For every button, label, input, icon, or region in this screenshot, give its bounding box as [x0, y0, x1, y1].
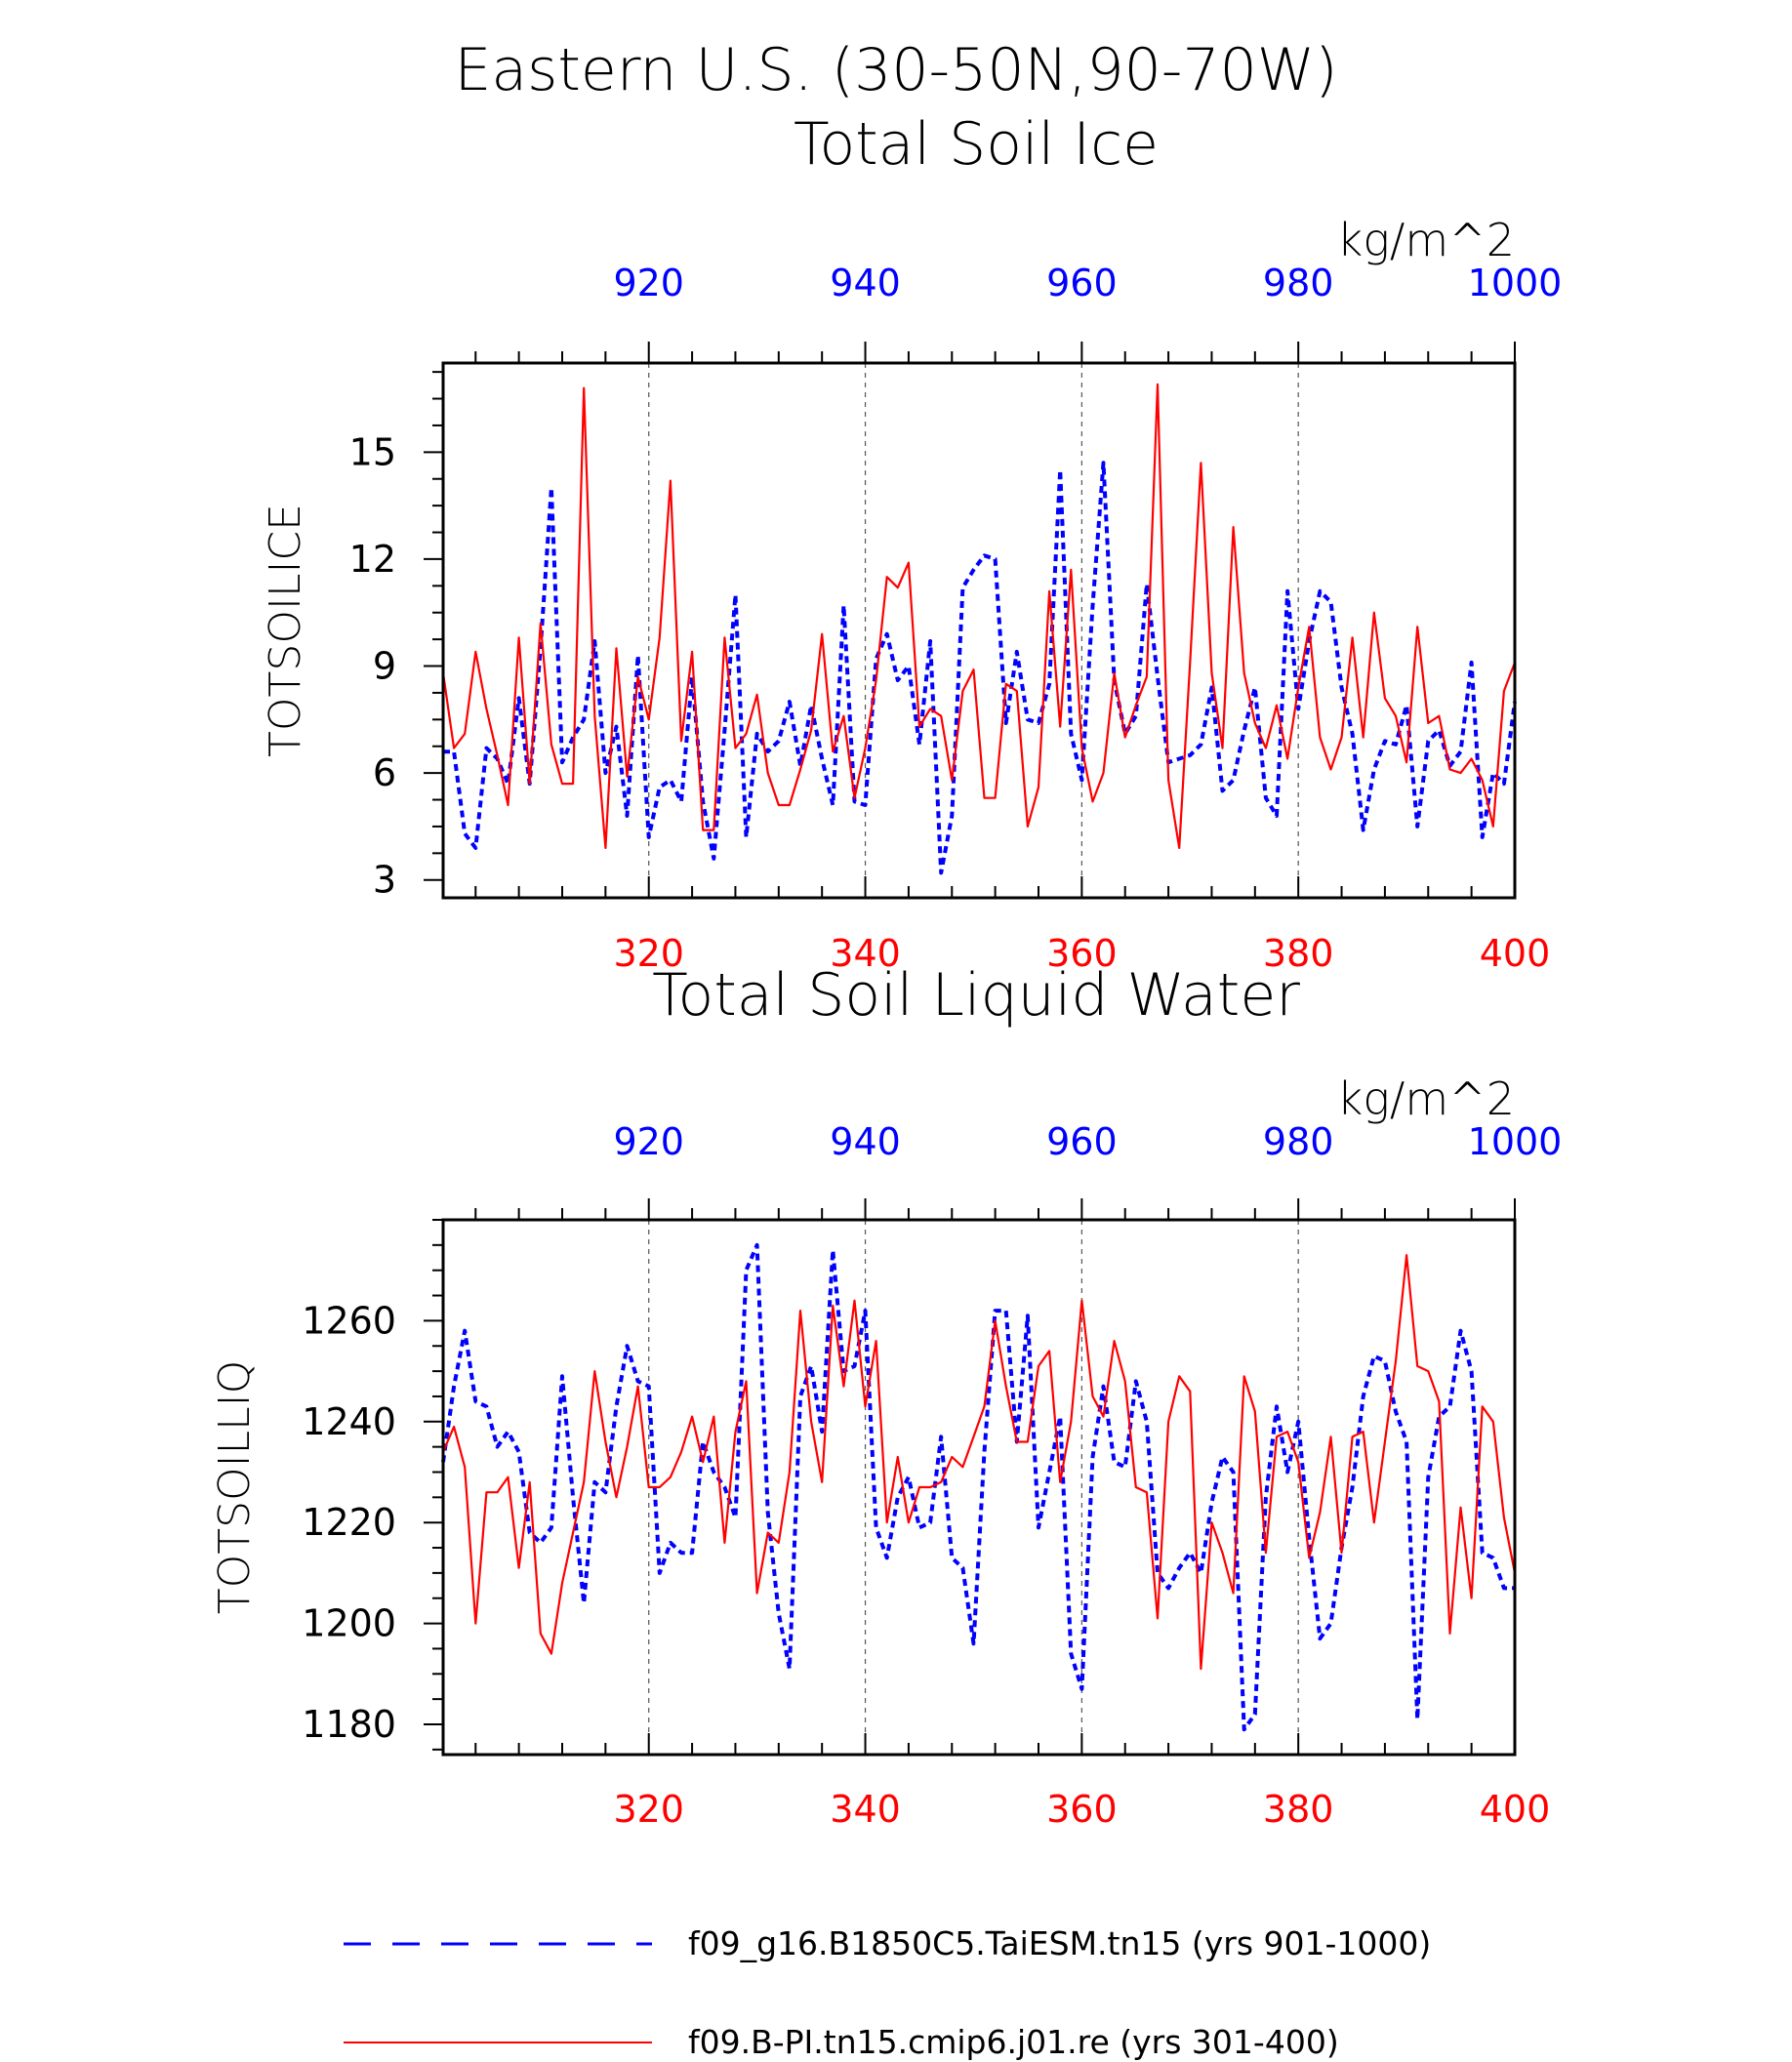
x-tick-label-top: 920: [613, 262, 684, 304]
x-tick-label-top: 980: [1263, 1120, 1334, 1163]
series-line-red-solid: [441, 383, 1517, 850]
series-line-blue-dashed: [443, 461, 1517, 875]
y-tick-label: 9: [373, 645, 396, 688]
x-tick-label-top: 960: [1046, 262, 1118, 304]
x-tick-label-top: 920: [613, 1120, 684, 1163]
panel-title: Total Soil Liquid Water: [652, 961, 1300, 1030]
series-line-red-solid: [441, 1254, 1517, 1671]
x-tick-label-bottom: 320: [613, 1788, 684, 1831]
panel-title: Total Soil Ice: [794, 110, 1159, 179]
plot-frame: [441, 1218, 1517, 1757]
unit-label: kg/m^2: [1337, 214, 1515, 266]
x-tick-label-bottom: 360: [1046, 932, 1118, 975]
y-tick-label: 12: [349, 538, 396, 581]
x-tick-label-top: 1000: [1468, 262, 1563, 304]
legend-label-1: f09_g16.B1850C5.TaiESM.tn15 (yrs 901-100…: [688, 1924, 1431, 1962]
y-tick-label: 1200: [302, 1602, 396, 1645]
x-tick-label-bottom: 400: [1480, 932, 1551, 975]
page-title: Eastern U.S. (30-50N,90-70W): [454, 36, 1337, 104]
y-tick-label: 1180: [302, 1703, 396, 1746]
x-tick-label-bottom: 400: [1480, 1788, 1551, 1831]
chart-panels: Total Soil Ice kg/m^2 TOTSOILICE 3 6 9 12 15 320…: [210, 110, 1562, 1831]
x-tick-label-top: 940: [830, 1120, 901, 1163]
x-tick-label-bottom: 380: [1263, 1788, 1334, 1831]
x-tick-label-bottom: 380: [1263, 932, 1334, 975]
x-tick-label-top: 960: [1046, 1120, 1118, 1163]
legend: f09_g16.B1850C5.TaiESM.tn15 (yrs 901-100…: [344, 1924, 1431, 2061]
unit-label: kg/m^2: [1337, 1072, 1515, 1125]
series-line-blue-dashed: [441, 1242, 1515, 1732]
y-tick-label: 1260: [302, 1299, 396, 1342]
plot-frame: [441, 361, 1517, 900]
chart-panel-1: Total Soil Ice kg/m^2 TOTSOILICE 3 6 9 12 15 320…: [261, 110, 1562, 975]
y-tick-label: 3: [373, 859, 396, 902]
x-tick-label-top: 1000: [1468, 1120, 1563, 1163]
x-tick-label-bottom: 360: [1046, 1788, 1118, 1831]
y-tick-label: 6: [373, 751, 396, 794]
y-tick-label: 1220: [302, 1501, 396, 1544]
y-tick-label: 15: [349, 430, 396, 473]
y-tick-label: 1240: [302, 1400, 396, 1443]
x-tick-label-bottom: 320: [613, 932, 684, 975]
y-axis-label: TOTSOILLIQ: [210, 1360, 260, 1615]
y-axis-label: TOTSOILICE: [261, 504, 310, 757]
x-tick-label-bottom: 340: [830, 1788, 901, 1831]
legend-label-2: f09.B-PI.tn15.cmip6.j01.re (yrs 301-400): [688, 2023, 1339, 2061]
x-tick-label-bottom: 340: [830, 932, 901, 975]
x-tick-label-top: 940: [830, 262, 901, 304]
chart-panel-2: Total Soil Liquid Water kg/m^2 TOTSOILLIQ 1…: [210, 961, 1562, 1831]
x-tick-label-top: 980: [1263, 262, 1334, 304]
